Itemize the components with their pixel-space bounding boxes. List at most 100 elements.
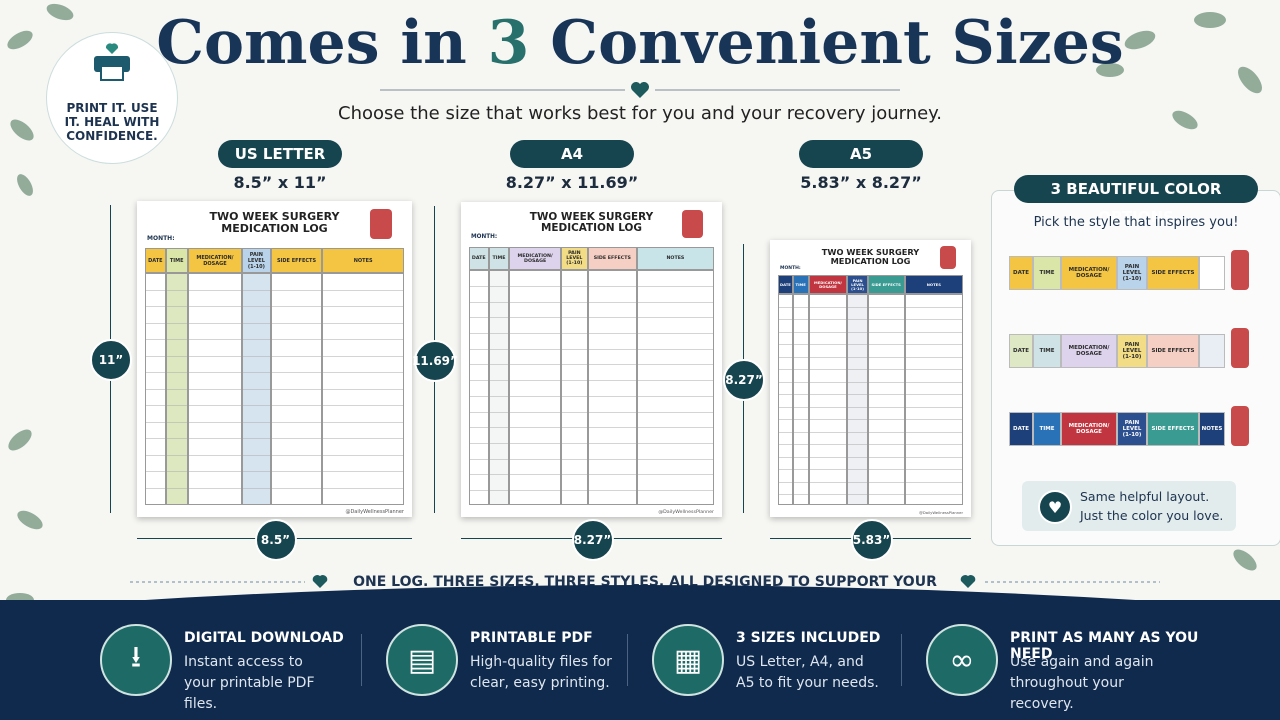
column-header: NOTES	[322, 248, 404, 273]
month-label: MONTH:	[471, 234, 498, 241]
column-body	[322, 273, 404, 505]
column-header: PAIN LEVEL (1-10)	[560, 246, 588, 271]
swatch-cell: PAIN LEVEL (1-10)	[1117, 256, 1147, 290]
column-header: TIME	[165, 248, 188, 273]
width-label: 5.83”	[850, 519, 893, 561]
column-header: PAIN LEVEL (1-10)	[242, 248, 271, 273]
med-icon	[682, 209, 703, 239]
size-pill: A4	[510, 140, 634, 168]
feature-title: PRINT AS MANY AS YOU NEED	[1010, 630, 1199, 662]
feature-icon: ▤	[386, 624, 458, 696]
swatch-cell: TIME	[1033, 256, 1061, 290]
title-text: Convenient Sizes	[529, 8, 1124, 78]
divider	[361, 634, 362, 686]
feature-text: High-quality files for clear, easy print…	[470, 654, 612, 691]
column-body	[904, 294, 963, 505]
feature-icon: ⭳	[100, 624, 172, 696]
column-header: DATE	[469, 246, 489, 271]
swatch-cell: MEDICATION/ DOSAGE	[1061, 334, 1117, 368]
month-label: MONTH:	[147, 235, 175, 242]
column-body	[509, 270, 561, 505]
feature-icon: ▦	[652, 624, 724, 696]
heart-icon: ♥	[1038, 490, 1072, 524]
column-body	[587, 270, 637, 505]
divider	[901, 634, 902, 686]
size-dims: 5.83” x 8.27”	[800, 173, 922, 192]
swatch-cell: PAIN LEVEL (1-10)	[1117, 412, 1147, 446]
column-header: TIME	[792, 275, 809, 294]
column-header: NOTES	[636, 246, 714, 271]
swatch-cell: PAIN LEVEL (1-10)	[1117, 334, 1147, 368]
med-icon	[1231, 328, 1249, 368]
swatch-cell: MEDICATION/ DOSAGE	[1061, 256, 1117, 290]
height-label: 8.27”	[723, 358, 765, 401]
column-header: DATE	[778, 275, 793, 294]
note-text: Same helpful layout. Just the color you …	[1080, 489, 1224, 523]
size-dims: 8.5” x 11”	[233, 173, 327, 192]
log-title: TWO WEEK SURGERY MEDICATION LOG	[821, 246, 920, 266]
title-text: Comes in	[156, 8, 488, 78]
column-header: NOTES	[904, 275, 963, 294]
column-header: DATE	[145, 248, 166, 273]
swatch-cell: SIDE EFFECTS	[1147, 334, 1199, 368]
column-body	[847, 294, 868, 505]
column-header: SIDE EFFECTS	[587, 246, 637, 271]
column-body	[165, 273, 188, 505]
swatch-cell: DATE	[1009, 334, 1033, 368]
log-title: TWO WEEK SURGERY MEDICATION LOG	[209, 210, 340, 235]
sheet: TWO WEEK SURGERY MEDICATION LOG MONTH: DAT…	[770, 240, 971, 517]
med-icon	[1231, 250, 1249, 290]
swatch-cell: TIME	[1033, 412, 1061, 446]
column-header: MEDICATION/ DOSAGE	[509, 246, 561, 271]
printer-icon	[94, 43, 130, 81]
feature-title: PRINTABLE PDF	[470, 630, 593, 646]
feature-title: DIGITAL DOWNLOAD	[184, 630, 344, 646]
feature-text: Instant access to your printable PDF fil…	[184, 654, 315, 712]
swatch-cell: DATE	[1009, 412, 1033, 446]
title: Comes in 3 Convenient Sizes	[0, 8, 1280, 78]
column-body	[778, 294, 793, 505]
column-body	[808, 294, 848, 505]
log-footer: @DailyWellnessPlanner	[345, 509, 404, 515]
column-header: MEDICATION/ DOSAGE	[808, 275, 848, 294]
med-icon	[370, 209, 392, 239]
swatch-cell: TIME	[1033, 334, 1061, 368]
column-body	[145, 273, 166, 505]
options-subtitle: Pick the style that inspires you!	[1033, 215, 1239, 230]
swatch-cell	[1199, 334, 1225, 368]
column-header: SIDE EFFECTS	[867, 275, 905, 294]
column-body	[469, 270, 489, 505]
column-body	[270, 273, 323, 505]
color-options: 3 BEAUTIFUL COLOR OPTIONS Pick the style…	[991, 175, 1280, 546]
column-body	[488, 270, 510, 505]
column-header: MEDICATION/ DOSAGE	[187, 248, 243, 273]
width-label: 8.27”	[571, 519, 614, 561]
subtitle: Choose the size that works best for you …	[338, 103, 942, 124]
column-body	[560, 270, 588, 505]
log-footer: @DailyWellnessPlanner	[919, 511, 963, 515]
sheet: TWO WEEK SURGERY MEDICATION LOG MONTH: DAT…	[137, 201, 412, 517]
column-body	[187, 273, 243, 505]
size-dims: 8.27” x 11.69”	[505, 173, 639, 192]
title-number: 3	[487, 8, 530, 78]
column-body	[867, 294, 905, 505]
column-body	[636, 270, 714, 505]
swatch-cell: NOTES	[1199, 412, 1225, 446]
feature-text: US Letter, A4, and A5 to fit your needs.	[736, 654, 879, 691]
features-bar: ⭳ DIGITAL DOWNLOAD Instant access to your …	[0, 600, 1280, 720]
column-body	[792, 294, 809, 505]
swatch-cell: MEDICATION/ DOSAGE	[1061, 412, 1117, 446]
size-pill: US LETTER	[218, 140, 342, 168]
width-label: 8.5”	[254, 519, 297, 561]
options-title: 3 BEAUTIFUL COLOR OPTIONS	[1014, 175, 1258, 226]
swatch-cell: SIDE EFFECTS	[1147, 412, 1199, 446]
column-header: PAIN LEVEL (1-10)	[847, 275, 868, 294]
badge-text: PRINT IT. USE IT. HEAL WITH CONFIDENCE.	[64, 101, 160, 143]
med-icon	[1231, 406, 1249, 446]
feature-icon: ∞	[926, 624, 998, 696]
column-header: SIDE EFFECTS	[270, 248, 323, 273]
log-footer: @DailyWellnessPlanner	[658, 510, 714, 515]
height-label: 11”	[90, 339, 132, 381]
swatch-cell: SIDE EFFECTS	[1147, 256, 1199, 290]
